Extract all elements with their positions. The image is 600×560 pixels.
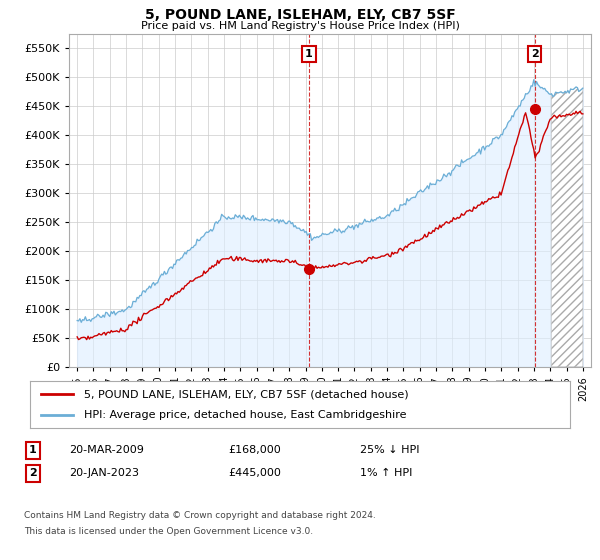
Text: 20-JAN-2023: 20-JAN-2023	[69, 468, 139, 478]
Text: 1% ↑ HPI: 1% ↑ HPI	[360, 468, 412, 478]
Text: 2: 2	[531, 49, 539, 59]
Text: £445,000: £445,000	[228, 468, 281, 478]
Text: Contains HM Land Registry data © Crown copyright and database right 2024.: Contains HM Land Registry data © Crown c…	[24, 511, 376, 520]
Text: 1: 1	[29, 445, 37, 455]
Text: 25% ↓ HPI: 25% ↓ HPI	[360, 445, 419, 455]
Text: HPI: Average price, detached house, East Cambridgeshire: HPI: Average price, detached house, East…	[84, 410, 407, 420]
Text: 2: 2	[29, 468, 37, 478]
Text: 5, POUND LANE, ISLEHAM, ELY, CB7 5SF (detached house): 5, POUND LANE, ISLEHAM, ELY, CB7 5SF (de…	[84, 389, 409, 399]
Text: 5, POUND LANE, ISLEHAM, ELY, CB7 5SF: 5, POUND LANE, ISLEHAM, ELY, CB7 5SF	[145, 8, 455, 22]
Text: Price paid vs. HM Land Registry's House Price Index (HPI): Price paid vs. HM Land Registry's House …	[140, 21, 460, 31]
Text: £168,000: £168,000	[228, 445, 281, 455]
Text: This data is licensed under the Open Government Licence v3.0.: This data is licensed under the Open Gov…	[24, 528, 313, 536]
Text: 20-MAR-2009: 20-MAR-2009	[69, 445, 144, 455]
Text: 1: 1	[305, 49, 313, 59]
